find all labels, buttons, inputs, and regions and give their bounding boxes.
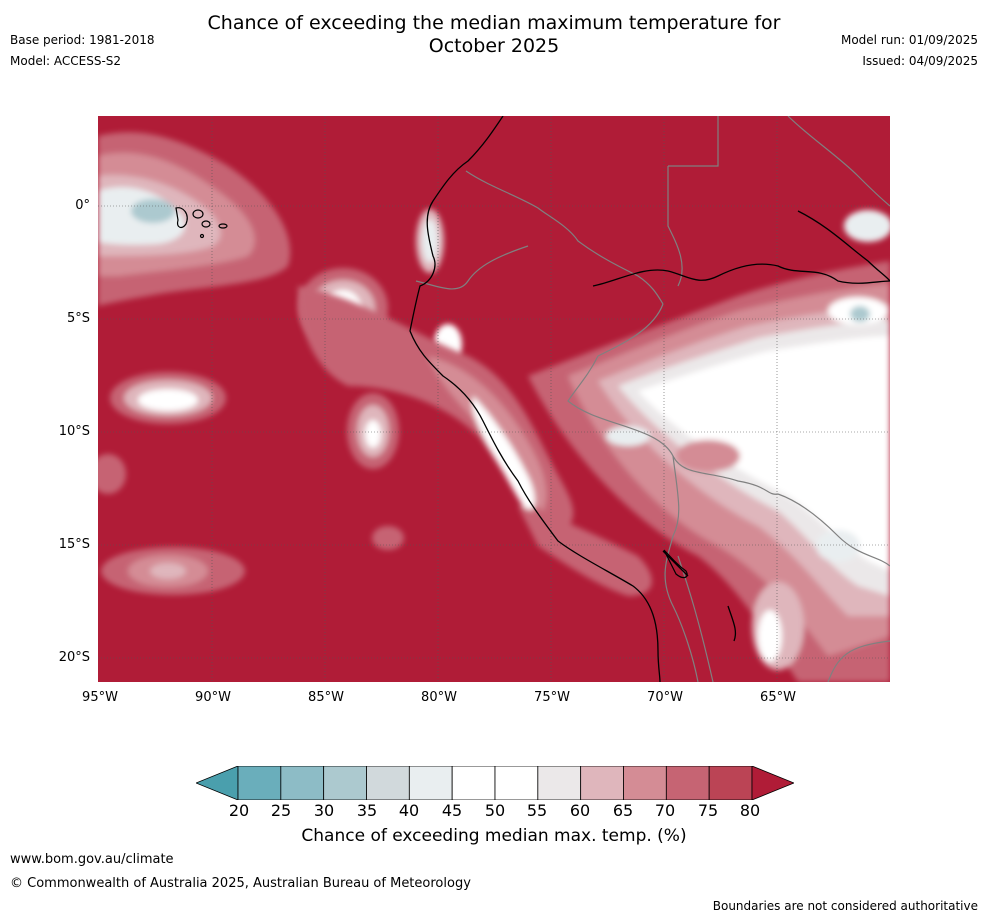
galapagos-islands — [175, 207, 228, 239]
colorbar-cell — [623, 765, 667, 801]
lon-label: 65°W — [760, 690, 796, 705]
colorbar-cell — [494, 765, 539, 801]
colorbar-tick: 55 — [526, 801, 548, 820]
colorbar-cell — [708, 765, 753, 801]
colorbar-arrow-high — [751, 765, 796, 801]
colorbar-tick: 50 — [484, 801, 506, 820]
colorbar-tick: 20 — [228, 801, 250, 820]
country-borders — [415, 116, 890, 682]
colorbar-tick: 70 — [654, 801, 676, 820]
colorbar-cell — [580, 765, 624, 801]
colorbar — [194, 765, 796, 801]
colorbar-tick: 30 — [313, 801, 335, 820]
colorbar-tick: 60 — [569, 801, 591, 820]
colorbar-graphic — [194, 765, 796, 801]
footer-note: Boundaries are not considered authoritat… — [712, 899, 978, 913]
colorbar-tick: 80 — [739, 801, 761, 820]
colorbar-cell — [408, 765, 453, 801]
colorbar-tick: 40 — [398, 801, 420, 820]
title-line-2: October 2025 — [428, 35, 560, 57]
colorbar-cell — [537, 765, 582, 801]
footer-copyright: © Commonwealth of Australia 2025, Austra… — [10, 876, 471, 891]
gridlines — [98, 116, 890, 682]
colorbar-tick: 35 — [356, 801, 378, 820]
colorbar-arrow-low — [194, 765, 239, 801]
lon-label: 85°W — [308, 690, 344, 705]
colorbar-cell — [366, 765, 410, 801]
colorbar-tick: 25 — [270, 801, 292, 820]
coastline — [409, 116, 890, 682]
colorbar-tick: 65 — [612, 801, 634, 820]
lon-label: 90°W — [195, 690, 231, 705]
lon-label: 70°W — [647, 690, 683, 705]
lat-label: 5°S — [66, 311, 90, 326]
colorbar-cell — [665, 765, 710, 801]
meta-right: Model run: 01/09/2025 Issued: 04/09/2025 — [841, 30, 978, 72]
map — [98, 116, 890, 682]
colorbar-cell — [451, 765, 496, 801]
lat-label: 20°S — [58, 650, 90, 665]
model-name: Model: ACCESS-S2 — [10, 54, 122, 68]
title-line-1: Chance of exceeding the median maximum t… — [207, 12, 781, 34]
map-canvas — [98, 116, 890, 682]
lake-titicaca — [663, 549, 688, 579]
footer-url: www.bom.gov.au/climate — [10, 852, 174, 867]
model-run: Model run: 01/09/2025 — [840, 33, 978, 47]
colorbar-cell — [323, 765, 367, 801]
base-period: Base period: 1981-2018 — [10, 33, 155, 47]
colorbar-cell — [280, 765, 325, 801]
issued-date: Issued: 04/09/2025 — [862, 54, 978, 68]
colorbar-tick: 75 — [697, 801, 719, 820]
lat-label: 10°S — [58, 424, 90, 439]
colorbar-label: Chance of exceeding median max. temp. (%… — [301, 826, 687, 846]
interior-anomaly — [528, 210, 890, 682]
lat-label: 15°S — [58, 537, 90, 552]
galapagos-anomaly — [98, 132, 291, 306]
lon-label: 80°W — [421, 690, 457, 705]
colorbar-cell — [237, 765, 282, 801]
lon-label: 95°W — [82, 690, 118, 705]
meta-left: Base period: 1981-2018 Model: ACCESS-S2 — [10, 30, 155, 72]
colorbar-tick: 45 — [441, 801, 463, 820]
lat-label: 0° — [75, 198, 90, 213]
lon-label: 75°W — [534, 690, 570, 705]
page-title: Chance of exceeding the median maximum t… — [0, 12, 988, 58]
